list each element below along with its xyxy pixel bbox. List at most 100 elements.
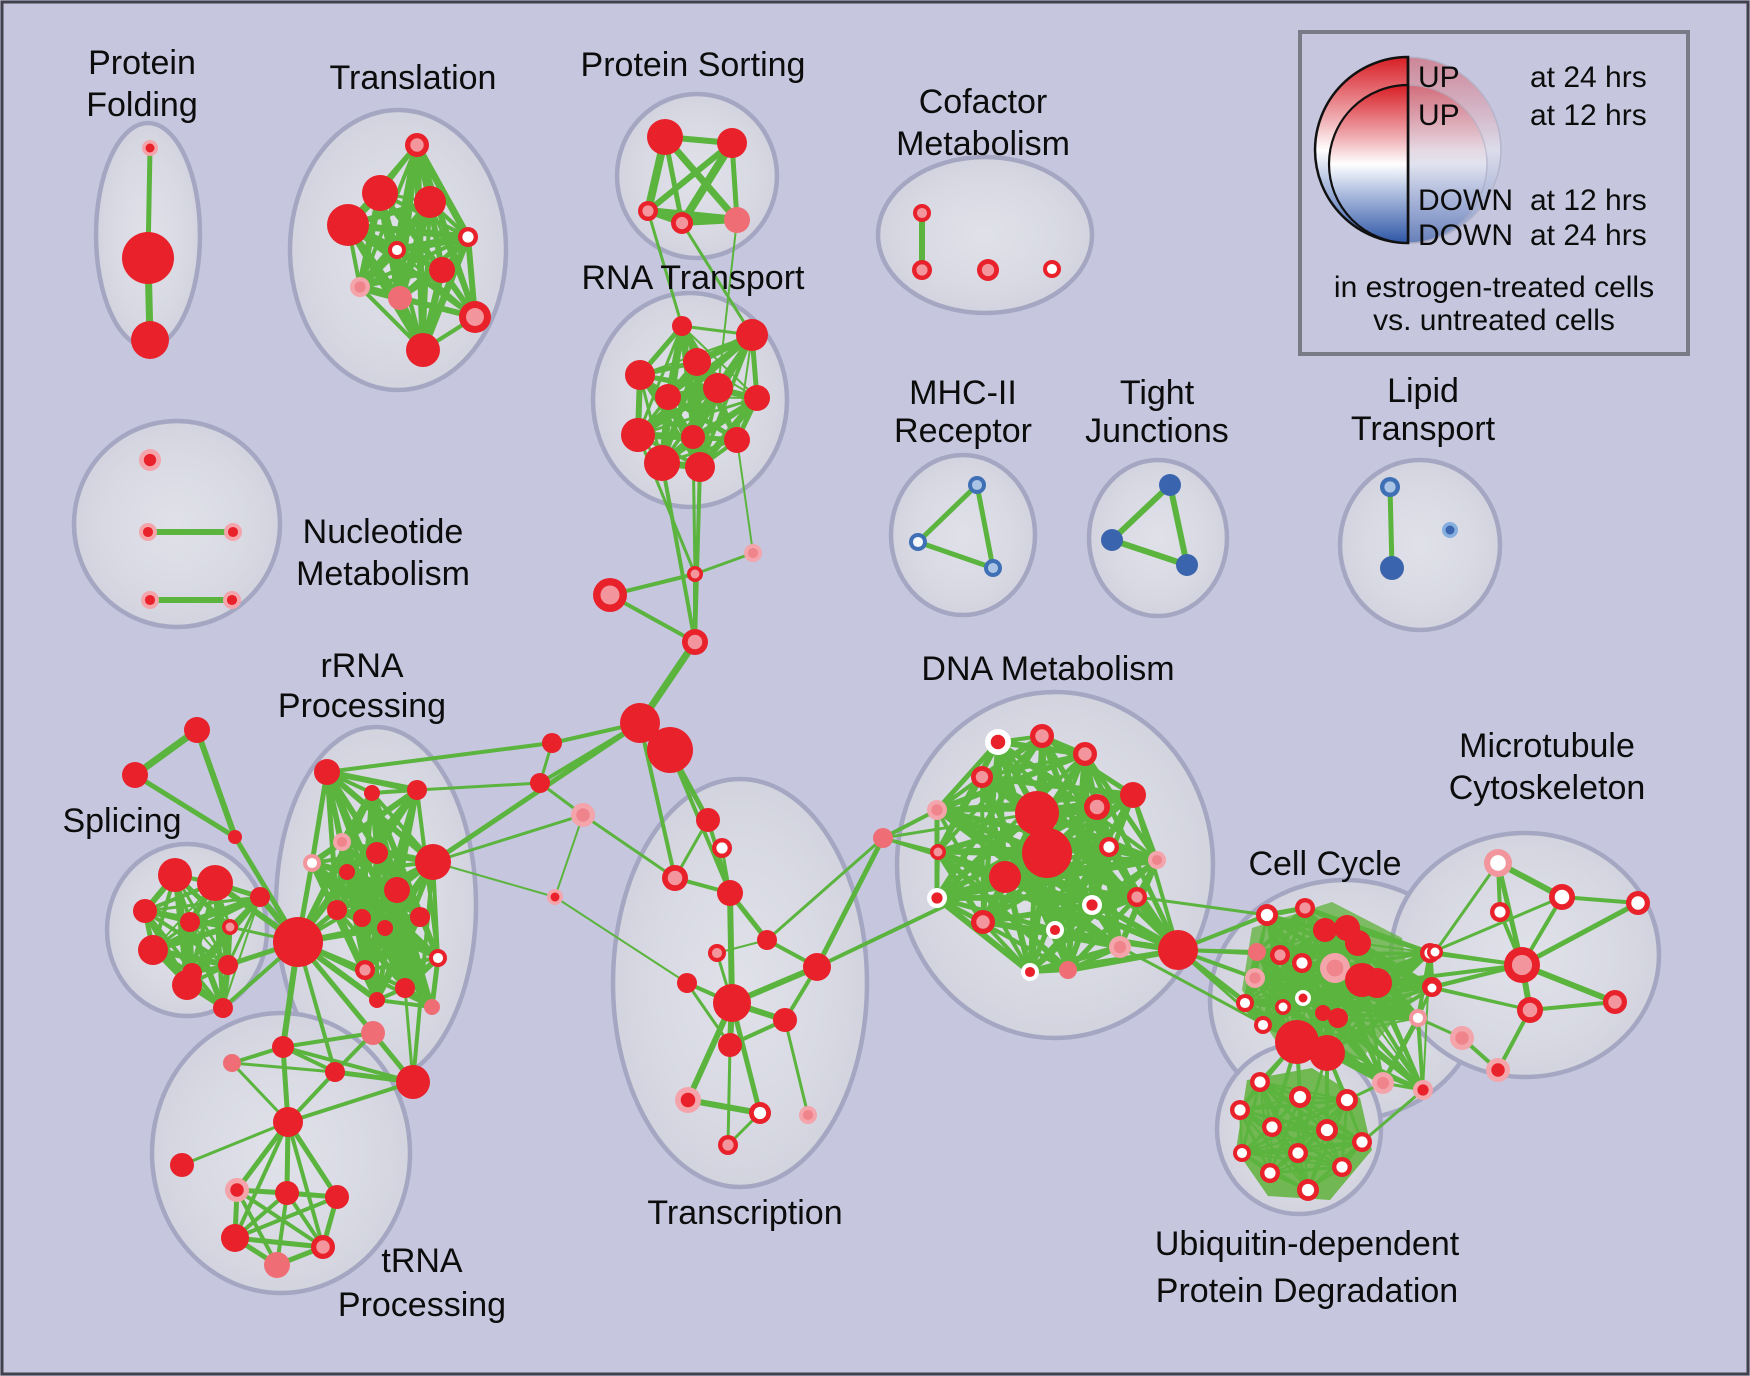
network-edge xyxy=(678,139,736,227)
network-node xyxy=(757,930,777,950)
network-edge xyxy=(374,914,423,1003)
network-node xyxy=(414,186,446,218)
network-node xyxy=(275,1181,299,1205)
network-node xyxy=(681,425,705,449)
legend-row-direction: UP xyxy=(1418,99,1460,132)
cluster-label-protein-folding: Folding xyxy=(86,86,198,124)
network-node xyxy=(228,830,242,844)
network-edge xyxy=(432,861,556,898)
network-node xyxy=(1424,980,1440,996)
network-node xyxy=(1082,895,1102,915)
network-node xyxy=(131,321,169,359)
network-edge xyxy=(581,813,677,880)
network-node xyxy=(984,559,1002,577)
network-edge xyxy=(680,221,754,337)
network-node xyxy=(672,316,692,336)
network-edge xyxy=(554,814,584,898)
network-node xyxy=(415,844,451,880)
network-node xyxy=(138,935,168,965)
network-node xyxy=(1517,997,1543,1023)
network-edge xyxy=(132,772,238,840)
network-edge xyxy=(934,894,1140,901)
network-node xyxy=(388,286,412,310)
cluster-label-translation: Translation xyxy=(330,59,497,97)
network-node xyxy=(744,385,770,411)
network-node xyxy=(773,1008,797,1032)
network-edge xyxy=(358,268,444,289)
network-edge xyxy=(281,1045,415,1084)
network-node xyxy=(620,703,660,743)
network-node xyxy=(1297,1179,1319,1201)
network-node xyxy=(1372,1072,1394,1094)
network-node xyxy=(1260,1163,1280,1183)
network-edge xyxy=(736,439,754,554)
network-node xyxy=(139,523,157,541)
network-edge xyxy=(286,1120,325,1249)
network-node xyxy=(1490,902,1510,922)
network-node xyxy=(1046,921,1064,939)
network-node xyxy=(1015,791,1059,835)
network-edge xyxy=(698,333,754,469)
network-node xyxy=(353,909,371,927)
network-node xyxy=(406,333,440,367)
network-node xyxy=(927,888,947,908)
network-node xyxy=(977,259,999,281)
cluster-label-lipid-transport: Lipid xyxy=(1387,372,1459,410)
network-node xyxy=(985,729,1011,755)
network-node xyxy=(223,591,241,609)
network-node xyxy=(407,780,427,800)
network-node xyxy=(718,1135,738,1155)
network-node xyxy=(1099,837,1119,857)
network-node xyxy=(1248,943,1266,961)
network-node xyxy=(1073,742,1097,766)
cluster-label-dna-metabolism: DNA Metabolism xyxy=(921,650,1174,688)
network-node xyxy=(1262,1117,1282,1137)
network-node xyxy=(350,277,370,297)
legend-row-time: at 24 hrs xyxy=(1530,219,1647,252)
network-node xyxy=(364,785,380,801)
network-edge xyxy=(1255,906,1307,954)
network-node xyxy=(803,953,831,981)
network-node xyxy=(429,949,447,967)
network-edge xyxy=(1238,1108,1364,1144)
legend-row-direction: DOWN xyxy=(1418,184,1513,217)
network-node xyxy=(744,544,762,562)
network-node xyxy=(1313,918,1337,942)
network-edge xyxy=(335,908,407,990)
network-edge xyxy=(693,551,755,576)
network-node xyxy=(1504,947,1540,983)
network-node xyxy=(647,119,683,155)
network-node xyxy=(1316,1119,1338,1141)
network-node xyxy=(687,566,703,582)
network-node xyxy=(1245,968,1265,988)
network-node xyxy=(1176,554,1198,576)
cluster-label-mhc-ii-receptor: MHC-II xyxy=(909,374,1017,412)
network-edge xyxy=(1360,1088,1425,1144)
network-node xyxy=(333,833,351,851)
network-node xyxy=(1021,963,1039,981)
network-node xyxy=(369,992,385,1008)
network-node xyxy=(1484,849,1512,877)
network-node xyxy=(542,733,562,753)
network-node xyxy=(1292,953,1312,973)
network-edge xyxy=(1027,902,1095,975)
cluster-label-rna-transport: RNA Transport xyxy=(582,259,806,297)
network-edge xyxy=(1430,985,1532,1012)
network-node xyxy=(221,1224,249,1252)
network-edge xyxy=(814,835,886,970)
network-edge xyxy=(1340,1098,1349,1169)
network-edge xyxy=(233,1120,290,1240)
network-node xyxy=(1270,945,1290,965)
cluster-label-cofactor-metabolism: Metabolism xyxy=(896,125,1070,163)
network-node xyxy=(1486,1058,1510,1082)
network-node xyxy=(1230,1100,1250,1120)
network-edge xyxy=(235,1188,325,1249)
network-edge xyxy=(411,860,435,1084)
network-edge xyxy=(180,1120,290,1167)
network-node xyxy=(1120,782,1146,808)
network-edge xyxy=(1433,861,1500,954)
network-node xyxy=(362,175,398,211)
network-node xyxy=(703,373,733,403)
network-edge xyxy=(431,813,585,864)
network-edge xyxy=(881,836,1007,879)
